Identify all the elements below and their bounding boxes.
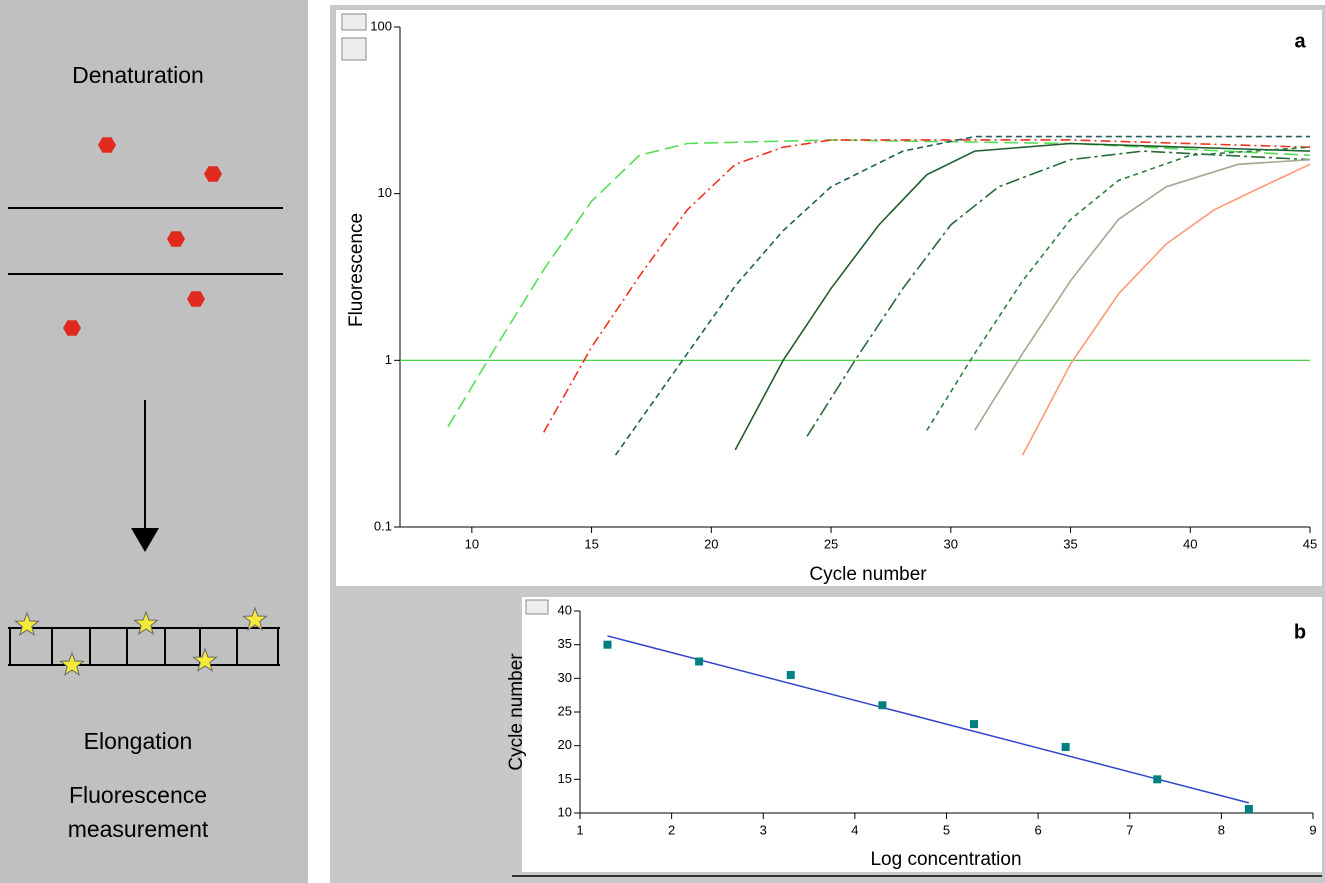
x-tick-label: 35 xyxy=(1063,536,1077,551)
panel-label: b xyxy=(1294,621,1306,643)
data-point xyxy=(603,640,612,649)
x-tick-label: 5 xyxy=(943,822,950,837)
plot-panel xyxy=(522,597,1322,872)
amplification-curve xyxy=(734,142,1311,451)
data-point xyxy=(878,701,887,710)
y-tick-label: 20 xyxy=(558,737,572,752)
diagram-label: Denaturation xyxy=(72,62,204,88)
data-point xyxy=(695,657,704,666)
x-axis-label: Log concentration xyxy=(870,849,1021,870)
y-tick-label: 25 xyxy=(558,703,572,718)
x-tick-label: 6 xyxy=(1035,822,1042,837)
data-point xyxy=(1244,804,1253,813)
x-tick-label: 9 xyxy=(1309,822,1316,837)
x-tick-label: 40 xyxy=(1183,536,1197,551)
legend-icon[interactable] xyxy=(341,37,367,61)
x-tick-label: 10 xyxy=(465,536,479,551)
y-tick-label: 1 xyxy=(385,352,392,367)
x-tick-label: 15 xyxy=(584,536,598,551)
data-point xyxy=(1153,775,1162,784)
y-axis-label: Fluorescence xyxy=(346,213,367,327)
diagram-label: Elongation xyxy=(84,728,193,754)
y-tick-label: 35 xyxy=(558,636,572,651)
chart-icon[interactable] xyxy=(525,599,549,615)
arrow xyxy=(131,400,159,552)
fit-line xyxy=(607,635,1250,804)
y-tick-label: 10 xyxy=(558,804,572,819)
data-point xyxy=(1061,743,1070,752)
diagram-label: Fluorescence xyxy=(69,782,207,808)
diagram-label: measurement xyxy=(68,816,209,842)
amplification-curve xyxy=(926,146,1311,431)
data-point xyxy=(786,670,795,679)
chart-icon[interactable] xyxy=(341,13,367,31)
amplification-curve xyxy=(447,139,1311,428)
x-tick-label: 45 xyxy=(1303,536,1317,551)
amplification-curve xyxy=(806,150,1311,437)
y-tick-label: 10 xyxy=(378,185,392,200)
x-axis-label: Cycle number xyxy=(809,564,927,585)
x-tick-label: 8 xyxy=(1218,822,1225,837)
x-tick-label: 30 xyxy=(944,536,958,551)
x-tick-label: 2 xyxy=(668,822,675,837)
plot-panel xyxy=(336,10,1322,586)
double-strand xyxy=(8,627,280,666)
y-tick-label: 30 xyxy=(558,670,572,685)
amplification-curve xyxy=(614,135,1310,456)
x-tick-label: 3 xyxy=(760,822,767,837)
x-tick-label: 4 xyxy=(851,822,858,837)
amplification-curve xyxy=(542,139,1311,433)
x-tick-label: 1 xyxy=(576,822,583,837)
y-axis-label: Cycle number xyxy=(506,653,527,771)
x-tick-label: 20 xyxy=(704,536,718,551)
x-tick-label: 7 xyxy=(1126,822,1133,837)
panel-label: a xyxy=(1294,30,1306,52)
y-tick-label: 0.1 xyxy=(374,518,392,533)
diagram-panel xyxy=(0,0,308,883)
y-tick-label: 40 xyxy=(558,602,572,617)
y-tick-label: 100 xyxy=(370,18,392,33)
x-tick-label: 25 xyxy=(824,536,838,551)
data-point xyxy=(969,720,978,729)
amplification-curve xyxy=(974,158,1311,431)
denatured-strands xyxy=(8,207,283,275)
amplification-curve xyxy=(1021,163,1311,456)
y-tick-label: 15 xyxy=(558,771,572,786)
